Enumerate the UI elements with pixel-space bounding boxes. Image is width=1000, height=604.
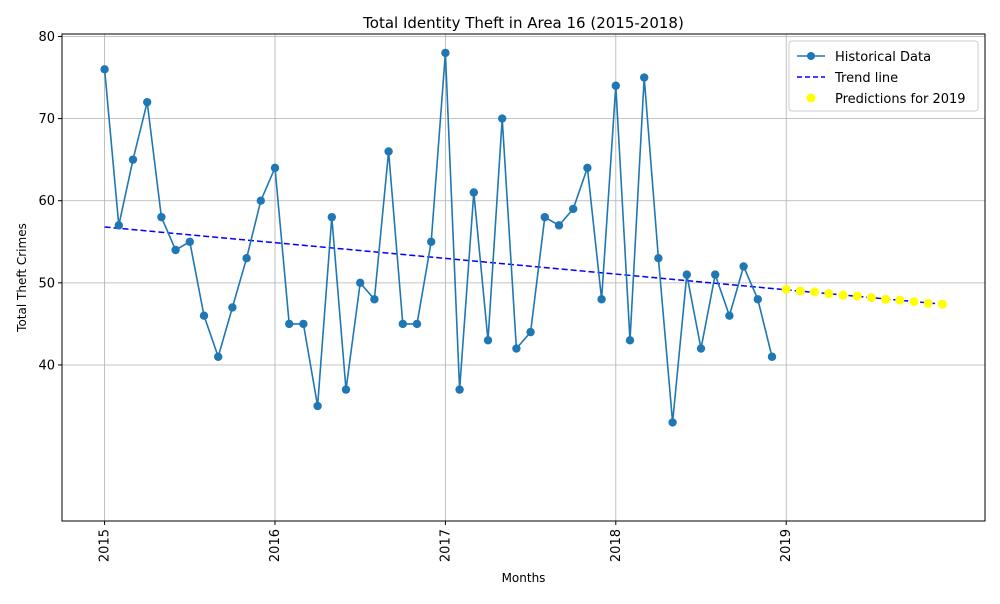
historical-point — [597, 295, 606, 304]
historical-point — [313, 401, 322, 411]
x-axis-ticks: 2015 2016 2017 2018 2019 — [98, 521, 794, 562]
historical-point — [469, 188, 478, 197]
legend: Historical Data Trend line Predictions f… — [788, 40, 979, 112]
historical-point — [654, 254, 663, 263]
historical-point — [327, 212, 336, 222]
legend-marker-historical — [807, 52, 815, 60]
historical-point — [199, 311, 209, 320]
prediction-point — [909, 297, 919, 307]
legend-label-historical: Historical Data — [835, 50, 931, 65]
prediction-point — [838, 290, 848, 300]
historical-point — [427, 237, 436, 246]
historical-point — [128, 155, 138, 164]
y-axis-label: Total Theft Crimes — [15, 223, 29, 333]
historical-point — [583, 163, 592, 173]
historical-point — [242, 254, 251, 263]
historical-series-layer — [100, 48, 777, 427]
historical-point — [228, 303, 237, 312]
trend-line — [104, 226, 943, 305]
x-axis-label: Months — [502, 571, 546, 585]
historical-point — [285, 319, 294, 329]
x-tick-label: 2018 — [609, 529, 624, 562]
prediction-point — [795, 286, 805, 296]
historical-point — [185, 237, 194, 246]
legend-item-historical: Historical Data — [797, 50, 931, 65]
historical-point — [767, 352, 777, 361]
historical-point — [157, 212, 166, 222]
prediction-point — [781, 284, 791, 294]
historical-point — [384, 147, 393, 156]
prediction-point — [881, 294, 891, 304]
historical-point — [114, 221, 124, 230]
historical-point — [739, 262, 748, 271]
historical-point — [441, 48, 450, 58]
historical-point — [100, 65, 109, 74]
legend-marker-predictions — [806, 93, 816, 103]
historical-point — [483, 336, 493, 345]
historical-point — [611, 81, 620, 90]
chart-title: Total Identity Theft in Area 16 (2015-20… — [362, 14, 684, 32]
historical-point — [696, 344, 706, 353]
historical-point — [370, 295, 379, 304]
historical-point — [398, 319, 407, 329]
historical-point — [341, 385, 351, 394]
x-tick-label: 2016 — [268, 529, 283, 562]
historical-point — [171, 245, 180, 255]
historical-point — [455, 385, 464, 394]
historical-point — [356, 278, 365, 288]
historical-point — [512, 344, 521, 353]
prediction-points-layer — [781, 284, 947, 309]
historical-point — [640, 73, 649, 82]
plot-frame — [61, 33, 986, 522]
historical-point — [270, 163, 280, 173]
historical-line — [103, 52, 773, 423]
x-tick-label: 2015 — [98, 529, 113, 562]
legend-label-predictions: Predictions for 2019 — [835, 92, 966, 107]
historical-point — [725, 311, 734, 320]
historical-point — [711, 270, 720, 279]
historical-point — [682, 270, 691, 279]
prediction-point — [866, 293, 876, 303]
y-tick-label: 60 — [38, 194, 55, 209]
historical-point — [498, 114, 507, 123]
prediction-point — [937, 299, 947, 309]
historical-point — [569, 204, 578, 214]
legend-label-trend: Trend line — [834, 71, 898, 86]
prediction-point — [923, 298, 933, 308]
historical-point — [668, 418, 677, 427]
historical-point — [625, 336, 635, 345]
historical-point — [540, 212, 549, 222]
trend-line-layer — [104, 226, 943, 305]
y-tick-label: 70 — [38, 112, 55, 127]
legend-item-trend: Trend line — [797, 71, 898, 86]
y-tick-label: 40 — [38, 358, 55, 373]
y-tick-label: 80 — [38, 30, 55, 45]
historical-point — [554, 221, 564, 230]
prediction-point — [852, 291, 862, 301]
prediction-point — [895, 295, 905, 305]
historical-point — [214, 352, 223, 361]
y-axis-ticks: 40 50 60 70 80 — [38, 30, 62, 373]
grid — [62, 34, 985, 521]
legend-box — [788, 40, 979, 112]
prediction-point — [824, 289, 834, 299]
historical-point — [256, 196, 265, 205]
prediction-point — [810, 287, 820, 297]
x-tick-label: 2017 — [438, 529, 453, 562]
historical-point — [526, 327, 535, 337]
historical-point — [143, 97, 152, 107]
x-tick-label: 2019 — [779, 529, 794, 562]
historical-point — [299, 319, 308, 329]
legend-item-predictions: Predictions for 2019 — [806, 92, 966, 107]
historical-point — [753, 295, 762, 304]
y-tick-label: 50 — [38, 276, 55, 291]
historical-point — [412, 319, 422, 329]
